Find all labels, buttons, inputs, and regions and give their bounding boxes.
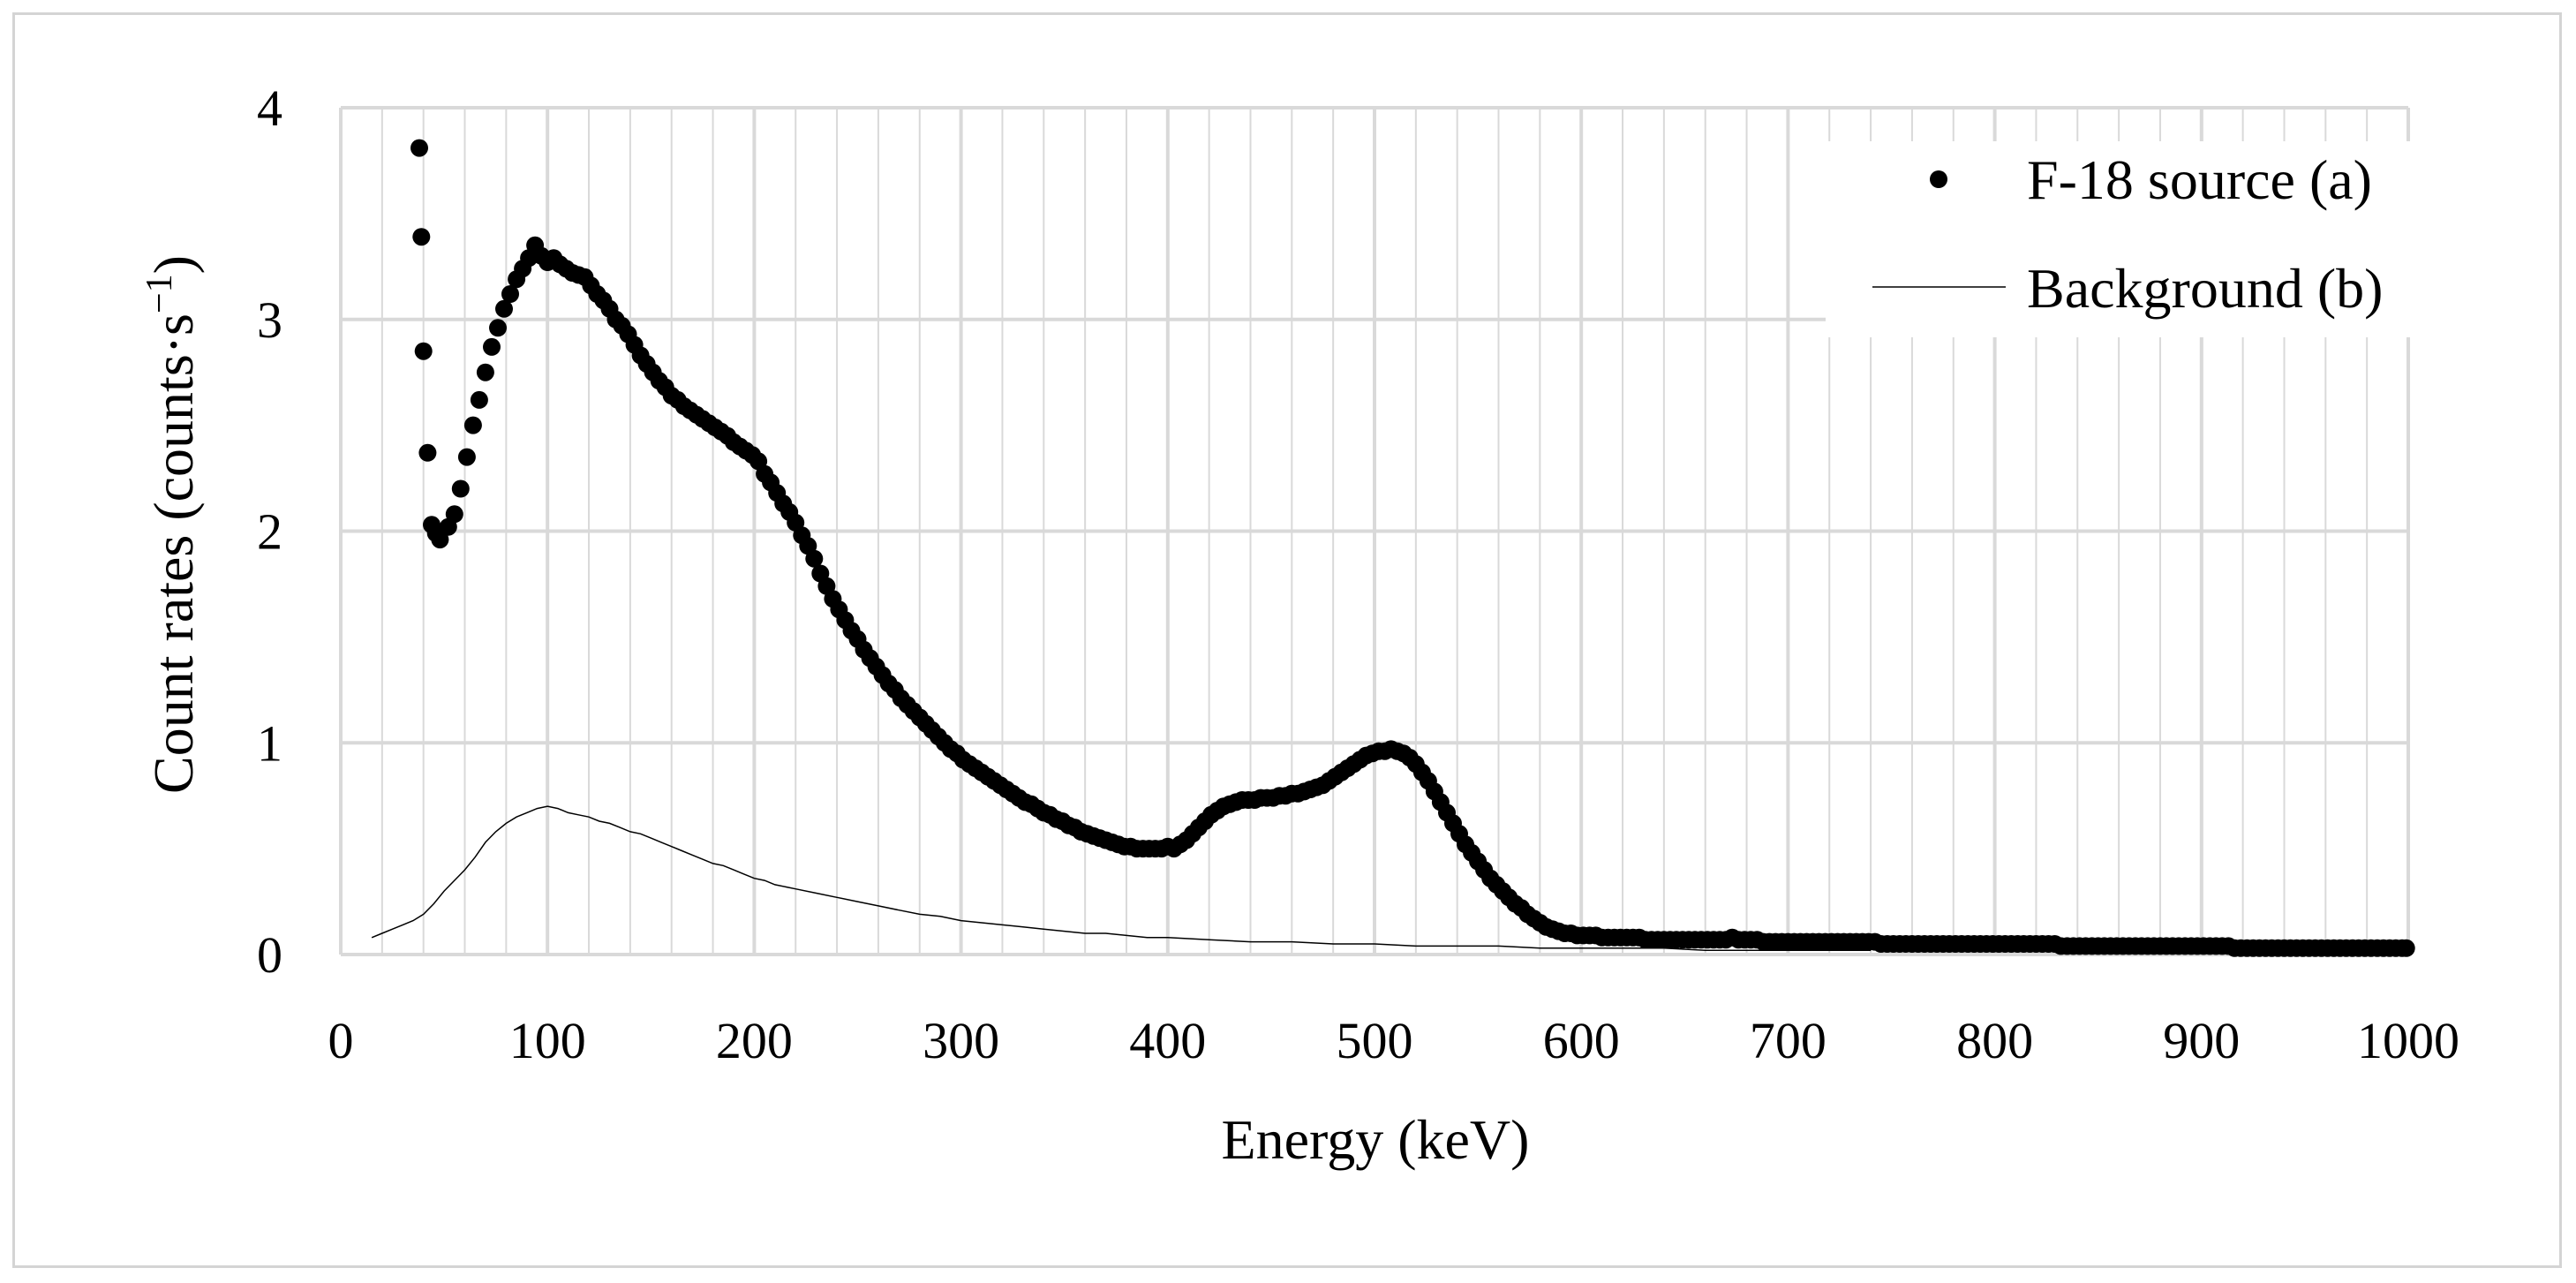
source-point xyxy=(414,342,433,360)
x-tick-label: 500 xyxy=(1337,1012,1413,1069)
background-line xyxy=(371,805,1872,951)
legend-label-background: Background (b) xyxy=(2027,257,2383,320)
source-point xyxy=(412,228,431,246)
legend-marker-source xyxy=(1930,170,1947,188)
y-tick-labels: 0 1 2 3 4 xyxy=(257,79,282,984)
x-tick-label: 0 xyxy=(328,1012,354,1069)
source-point xyxy=(431,531,449,549)
source-series xyxy=(411,139,2415,957)
y-tick-label: 1 xyxy=(257,714,282,772)
figure-frame xyxy=(12,12,2562,1268)
source-point xyxy=(463,416,482,434)
y-tick-label: 0 xyxy=(257,926,282,984)
source-point xyxy=(451,479,470,498)
source-point xyxy=(489,319,507,337)
x-tick-label: 200 xyxy=(716,1012,793,1069)
y-axis-title-close: ) xyxy=(142,255,205,274)
source-point xyxy=(483,337,501,356)
y-axis-title-superscript: −1 xyxy=(139,274,180,313)
background-series xyxy=(371,805,1872,951)
legend: F-18 source (a) Background (b) xyxy=(1826,141,2444,337)
source-point xyxy=(411,139,428,157)
x-tick-labels: 0 100 200 300 400 500 600 700 800 900 1000 xyxy=(328,1012,2460,1069)
source-point xyxy=(445,505,463,524)
source-point xyxy=(501,285,519,303)
legend-box xyxy=(1826,141,2444,337)
x-tick-label: 100 xyxy=(509,1012,586,1069)
y-tick-label: 4 xyxy=(257,79,282,137)
source-point xyxy=(457,448,476,466)
x-tick-label: 700 xyxy=(1750,1012,1827,1069)
x-tick-label: 600 xyxy=(1543,1012,1620,1069)
source-point xyxy=(495,299,513,318)
x-tick-label: 400 xyxy=(1129,1012,1206,1069)
x-tick-label: 300 xyxy=(923,1012,999,1069)
source-point xyxy=(805,549,824,568)
x-tick-label: 800 xyxy=(1956,1012,2033,1069)
y-tick-label: 2 xyxy=(257,503,282,561)
y-axis-title-main: Count rates (counts·s xyxy=(142,313,205,794)
legend-label-source: F-18 source (a) xyxy=(2027,148,2372,211)
source-point xyxy=(418,443,437,462)
y-axis-title: Count rates (counts·s−1) xyxy=(139,255,205,794)
x-tick-label: 1000 xyxy=(2357,1012,2459,1069)
source-point xyxy=(476,363,494,381)
x-tick-label: 900 xyxy=(2163,1012,2240,1069)
source-point xyxy=(470,390,488,409)
source-point xyxy=(2397,939,2415,957)
x-axis-title: Energy (keV) xyxy=(1222,1108,1530,1171)
y-tick-label: 3 xyxy=(257,291,282,349)
